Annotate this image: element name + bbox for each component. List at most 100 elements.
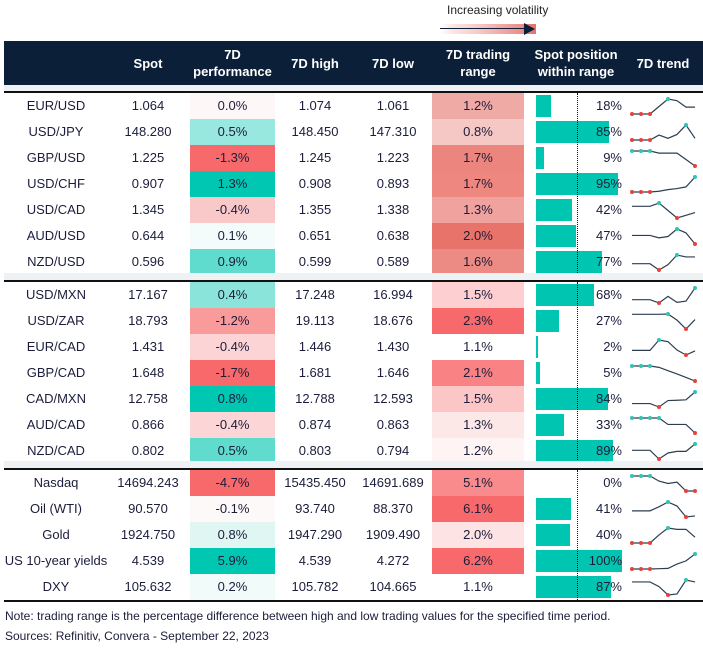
sparkline-line: [632, 553, 696, 570]
position-cell: 0%: [534, 470, 624, 496]
low-value: 4.272: [376, 553, 410, 568]
trading-range-value: 1.1%: [432, 574, 524, 600]
position-value: 84%: [595, 391, 622, 406]
position-bar: [536, 440, 613, 462]
pair-name: Oil (WTI): [30, 501, 82, 516]
sparkline-high-point: [630, 149, 634, 153]
sparkline: [630, 526, 696, 545]
sparkline-high-point: [639, 416, 643, 420]
high-value: 19.113: [295, 313, 335, 328]
high-value: 105.782: [291, 579, 339, 594]
high-value: 1.681: [298, 365, 332, 380]
position-value: 85%: [595, 124, 622, 139]
header-text: 7D trading: [445, 47, 511, 62]
high-value: 1.245: [298, 150, 332, 165]
position-value: 68%: [595, 287, 622, 302]
spot-value: 1.648: [131, 365, 165, 380]
position-cell: 2%: [534, 334, 624, 360]
sparkline-high-point: [639, 474, 643, 478]
pair-name: DXY: [42, 579, 70, 594]
sparkline: [632, 442, 697, 461]
table-row: GBP/USD 1.225 -1.3% 1.245 1.223 1.7% 9%: [4, 145, 703, 171]
low-value: 12.593: [373, 391, 413, 406]
position-bar: [536, 251, 603, 273]
header-range: 7D trading range: [432, 41, 524, 85]
sparkline-high-point: [684, 578, 688, 582]
sparkline-line: [632, 579, 696, 596]
sparkline-low-point: [657, 268, 661, 272]
position-bar: [536, 284, 595, 306]
position-cell: 27%: [534, 308, 624, 334]
sparkline-high-point: [648, 364, 652, 368]
position-value: 77%: [595, 254, 622, 269]
sparkline-low-point: [648, 567, 652, 571]
trend-cell: [626, 334, 700, 360]
table-row: NZD/USD 0.596 0.9% 0.599 0.589 1.6% 77%: [4, 249, 703, 275]
position-cell: 47%: [534, 223, 624, 249]
sparkline-low-point: [630, 541, 634, 545]
trend-cell: [626, 522, 700, 548]
sparkline: [630, 474, 697, 493]
sparkline-high-point: [630, 474, 634, 478]
header-text: Spot position: [534, 47, 618, 62]
trading-range-value: 1.7%: [432, 171, 524, 197]
high-value: 17.248: [295, 287, 335, 302]
volatility-gradient: [440, 24, 536, 34]
position-value: 41%: [595, 501, 622, 516]
pair-name: US 10-year yields: [4, 553, 108, 568]
sparkline: [632, 286, 697, 305]
sparkline-low-point: [684, 353, 688, 357]
trading-range-value: 2.3%: [432, 308, 524, 334]
arrow-head-icon: [524, 23, 535, 35]
performance-value: -0.1%: [190, 496, 275, 522]
sparkline-low-point: [693, 431, 697, 435]
position-cell: 85%: [534, 119, 624, 145]
header-position: Spot position within range: [526, 41, 626, 85]
sparkline-high-point: [639, 149, 643, 153]
table-row: AUD/USD 0.644 0.1% 0.651 0.638 2.0% 47%: [4, 223, 703, 249]
position-value: 27%: [595, 313, 622, 328]
sparkline-high-point: [684, 123, 688, 127]
sparkline-line: [632, 417, 696, 434]
spot-value: 105.632: [124, 579, 172, 594]
table-row: CAD/MXN 12.758 0.8% 12.788 12.593 1.5% 84%: [4, 386, 703, 412]
position-cell: 18%: [534, 93, 624, 119]
trend-cell: [626, 197, 700, 223]
position-cell: 42%: [534, 197, 624, 223]
performance-value: -0.4%: [190, 412, 275, 438]
header-text: performance: [193, 64, 272, 79]
sparkline-low-point: [630, 190, 634, 194]
spot-value: 90.570: [128, 501, 168, 516]
position-bar: [536, 576, 611, 598]
performance-value: -0.4%: [190, 197, 275, 223]
trading-range-value: 1.5%: [432, 386, 524, 412]
sparkline-high-point: [675, 253, 679, 257]
low-value: 1.061: [376, 98, 410, 113]
table-row: EUR/CAD 1.431 -0.4% 1.446 1.430 1.1% 2%: [4, 334, 703, 360]
spot-value: 1924.750: [120, 527, 176, 542]
sparkline: [632, 201, 696, 220]
position-bar: [536, 362, 541, 384]
sparkline: [630, 364, 697, 383]
performance-value: -1.3%: [190, 145, 275, 171]
sparkline-line: [632, 339, 696, 356]
performance-value: 1.3%: [190, 171, 275, 197]
position-cell: 100%: [534, 548, 624, 574]
group-separator: [4, 273, 703, 280]
trading-range-value: 1.2%: [432, 93, 524, 119]
table-row: Gold 1924.750 0.8% 1947.290 1909.490 2.0% 40%: [4, 522, 703, 548]
sparkline-low-point: [684, 327, 688, 331]
high-value: 1947.290: [287, 527, 343, 542]
trend-cell: [626, 93, 700, 119]
low-value: 14691.689: [362, 475, 424, 490]
performance-value: 0.5%: [190, 119, 275, 145]
header-low: 7D low: [372, 55, 414, 71]
high-value: 4.539: [298, 553, 332, 568]
sparkline: [630, 97, 695, 116]
table-row: Nasdaq 14694.243 -4.7% 15435.450 14691.689 5.…: [4, 470, 703, 496]
position-bar: [536, 524, 571, 546]
sparkline-high-point: [657, 416, 661, 420]
spot-value: 148.280: [124, 124, 172, 139]
pair-name: GBP/CAD: [26, 365, 86, 380]
position-bar: [536, 498, 572, 520]
